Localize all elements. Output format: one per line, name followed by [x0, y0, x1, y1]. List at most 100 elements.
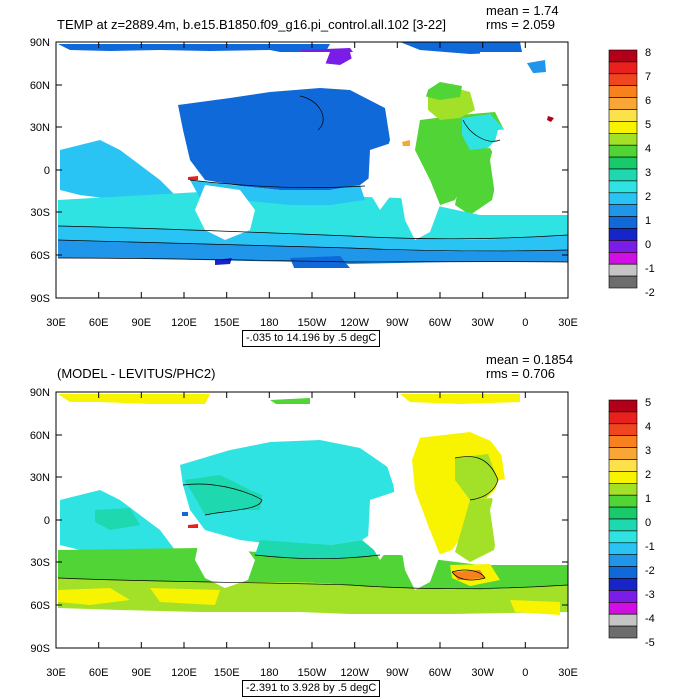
colorbar-swatch: [608, 109, 638, 122]
colorbar-label: 8: [645, 47, 651, 59]
x-axis: [55, 42, 569, 298]
colorbar-swatch: [608, 85, 638, 98]
x-tick-label: 30E: [558, 317, 578, 329]
y-tick-labels: 90N 60N 30N 0 30S 60S 90S: [30, 37, 50, 305]
x-tick-label: 30W: [471, 667, 494, 679]
colorbar-swatch: [608, 192, 638, 206]
y-tick-label: 0: [44, 515, 50, 527]
colorbar-swatch: [608, 204, 638, 217]
colorbar-swatch: [608, 275, 638, 289]
colorbar-swatch: [608, 447, 638, 460]
x-tick-label: 120W: [340, 317, 369, 329]
colorbar: [608, 49, 638, 289]
y-tick-label: 90S: [30, 293, 50, 305]
map-fill: [56, 42, 568, 298]
y-tick-label: 30S: [30, 557, 50, 569]
contour-lines: [57, 456, 569, 590]
rms-label: rms = 0.706: [486, 366, 556, 381]
colorbar-label: 6: [645, 95, 651, 107]
colorbar-label: 7: [645, 71, 651, 83]
panel-temperature: TEMP at z=2889.4m, b.e15.B1850.f09_g16.p…: [30, 3, 655, 347]
colorbar-label: -3: [645, 589, 655, 601]
colorbar-labels: 5 4 3 2 1 0 -1 -2 -3 -4 -5: [645, 397, 655, 649]
y-tick-label: 60S: [30, 600, 50, 612]
colorbar-swatch: [608, 471, 638, 484]
map-fill: [56, 392, 568, 648]
colorbar-label: -4: [645, 613, 655, 625]
colorbar-swatch: [608, 494, 638, 508]
x-tick-label: 90E: [132, 667, 152, 679]
colorbar-labels: 8 7 6 5 4 3 2 1 0 -1 -2: [645, 47, 655, 299]
x-tick-label: 30E: [46, 317, 66, 329]
x-tick-label: 180: [260, 667, 278, 679]
x-tick-label: 60E: [89, 317, 109, 329]
colorbar-swatch: [608, 542, 638, 556]
range-label: -2.391 to 3.928 by .5 degC: [242, 680, 381, 697]
map-plot: 90N 60N 30N 0 30S 60S 90S 30E 60E 90E 12…: [30, 37, 655, 329]
x-tick-label: 180: [260, 317, 278, 329]
colorbar-swatch: [608, 240, 638, 253]
y-axis: [56, 41, 568, 299]
colorbar-swatch: [608, 518, 638, 532]
colorbar-swatch: [608, 459, 638, 472]
colorbar-label: -1: [645, 263, 655, 275]
x-tick-label: 60W: [429, 667, 452, 679]
colorbar-label: 2: [645, 469, 651, 481]
y-tick-label: 60S: [30, 250, 50, 262]
map-plot: 90N 60N 30N 0 30S 60S 90S 30E 60E 90E 12…: [30, 387, 655, 679]
x-tick-label: 0: [522, 667, 528, 679]
colorbar-swatch: [608, 435, 638, 448]
x-tick-label: 30W: [471, 317, 494, 329]
contour-lines: [57, 95, 569, 263]
x-tick-label: 30E: [46, 667, 66, 679]
colorbar-label: 1: [645, 215, 651, 227]
mean-label: mean = 1.74: [486, 3, 559, 18]
colorbar-label: 4: [645, 143, 651, 155]
colorbar-swatch: [608, 228, 638, 241]
colorbar-swatch: [608, 411, 638, 425]
colorbar-label: 4: [645, 421, 651, 433]
colorbar-swatch: [608, 399, 638, 413]
colorbar-label: 0: [645, 239, 651, 251]
x-tick-label: 90E: [132, 317, 152, 329]
y-tick-label: 30N: [30, 472, 50, 484]
x-tick-label: 120E: [171, 317, 197, 329]
x-tick-label: 120W: [340, 667, 369, 679]
colorbar-swatch: [608, 578, 638, 591]
y-tick-label: 90N: [30, 37, 50, 49]
colorbar-swatch: [608, 168, 638, 182]
y-axis: [56, 391, 568, 649]
colorbar-swatch: [608, 625, 638, 639]
x-tick-label: 0: [522, 317, 528, 329]
colorbar: [608, 399, 638, 639]
rms-label: rms = 2.059: [486, 17, 556, 32]
panel-title: TEMP at z=2889.4m, b.e15.B1850.f09_g16.p…: [57, 17, 446, 32]
colorbar-label: 2: [645, 191, 651, 203]
colorbar-label: -2: [645, 565, 655, 577]
y-tick-label: 60N: [30, 80, 50, 92]
y-tick-label: 30N: [30, 122, 50, 134]
range-label: -.035 to 14.196 by .5 degC: [242, 330, 381, 347]
x-tick-labels: 30E 60E 90E 120E 150E 180 150W 120W 90W …: [46, 667, 578, 679]
colorbar-label: 5: [645, 397, 651, 409]
panel-title: (MODEL - LEVITUS/PHC2): [57, 366, 216, 381]
colorbar-label: -1: [645, 541, 655, 553]
colorbar-swatch: [608, 49, 638, 63]
colorbar-swatch: [608, 252, 638, 265]
colorbar-swatch: [608, 144, 638, 158]
colorbar-swatch: [608, 97, 638, 110]
y-tick-label: 0: [44, 165, 50, 177]
y-tick-label: 90N: [30, 387, 50, 399]
x-tick-label: 60E: [89, 667, 109, 679]
colorbar-swatch: [608, 530, 638, 544]
colorbar-label: 1: [645, 493, 651, 505]
colorbar-label: 3: [645, 167, 651, 179]
colorbar-swatch: [608, 566, 638, 579]
colorbar-swatch: [608, 554, 638, 567]
colorbar-swatch: [608, 263, 638, 277]
colorbar-swatch: [608, 73, 638, 87]
colorbar-swatch: [608, 590, 638, 603]
x-tick-label: 90W: [386, 317, 409, 329]
x-tick-label: 120E: [171, 667, 197, 679]
colorbar-swatch: [608, 423, 638, 437]
